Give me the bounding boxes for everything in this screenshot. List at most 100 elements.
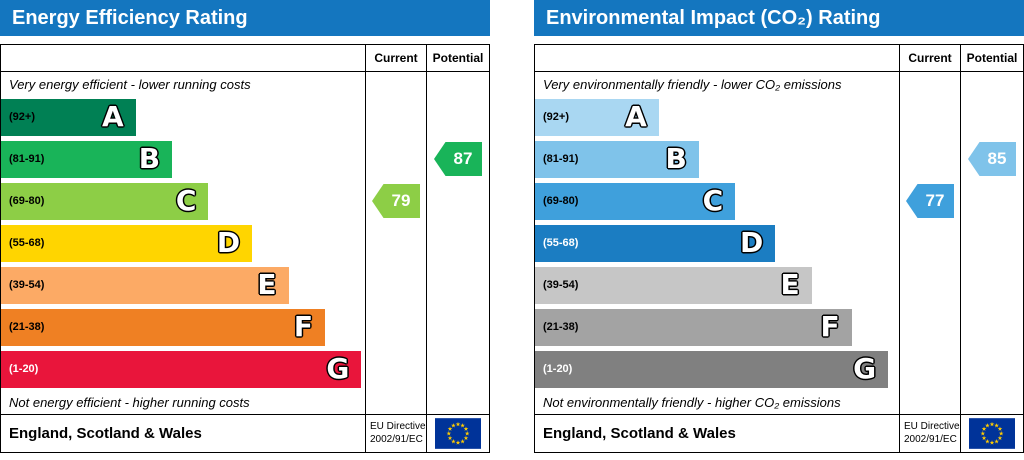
- region-label: England, Scotland & Wales: [9, 425, 202, 442]
- band-letter: B: [138, 142, 161, 175]
- band-range: (1-20): [9, 363, 39, 375]
- band-row: (55-68) D: [1, 222, 365, 264]
- band-bar-e: (39-54) E: [1, 266, 289, 304]
- top-scale-label: Very energy efficient - lower running co…: [9, 76, 251, 92]
- band-bar-b: (81-91) B: [1, 140, 173, 178]
- env-rating-chart: Current Potential Very environmentally f…: [534, 44, 1024, 453]
- band-letter: A: [102, 100, 124, 133]
- band-letter: G: [326, 352, 350, 385]
- energy-efficiency-panel: Energy Efficiency Rating Current Potenti…: [0, 0, 490, 453]
- chart-body: Very environmentally friendly - lower CO…: [535, 72, 1023, 414]
- current-column-header: Current: [365, 45, 426, 71]
- potential-rating-pointer: 85: [968, 142, 1016, 176]
- header-spacer: [1, 45, 365, 71]
- band-range: (55-68): [543, 237, 579, 249]
- potential-rating-value: 87: [453, 149, 473, 168]
- band-row: (21-38) F: [535, 306, 899, 348]
- bottom-scale-label: Not energy efficient - higher running co…: [9, 394, 250, 410]
- band-bar-d: (55-68) D: [535, 224, 776, 262]
- region-label: England, Scotland & Wales: [543, 425, 736, 442]
- eu-directive-label: EU Directive 2002/91/EC: [899, 415, 960, 452]
- eu-flag-image: [969, 418, 1015, 449]
- band-row: (81-91) B: [1, 138, 365, 180]
- eu-directive-line1: EU Directive: [370, 421, 426, 432]
- potential-rating-pointer: 87: [434, 142, 482, 176]
- eu-flag: [426, 415, 489, 452]
- header-spacer: [535, 45, 899, 71]
- potential-column: 85: [960, 72, 1023, 414]
- environmental-impact-panel: Environmental Impact (CO₂) Rating Curren…: [534, 0, 1024, 453]
- band-row: (1-20) G: [1, 348, 365, 390]
- band-range: (81-91): [9, 153, 45, 165]
- potential-column-header: Potential: [960, 45, 1023, 71]
- potential-column: 87: [426, 72, 489, 414]
- band-range: (92+): [543, 111, 569, 123]
- band-bar-d: (55-68) D: [1, 224, 253, 262]
- env-title-bar: Environmental Impact (CO₂) Rating: [534, 0, 1024, 36]
- band-range: (21-38): [543, 321, 579, 333]
- band-row: (92+) A: [1, 96, 365, 138]
- current-rating-value: 79: [391, 191, 411, 210]
- band-range: (55-68): [9, 237, 45, 249]
- band-bar-g: (1-20) G: [1, 350, 362, 388]
- energy-rating-chart: Current Potential Very energy efficient …: [0, 44, 490, 453]
- band-bar-a: (92+) A: [535, 98, 659, 136]
- band-letter: F: [820, 310, 840, 343]
- current-column: 77: [899, 72, 960, 414]
- eu-flag-image: [435, 418, 481, 449]
- band-letter: D: [739, 226, 764, 259]
- band-range: (69-80): [543, 195, 579, 207]
- band-letter: E: [257, 268, 277, 301]
- band-range: (92+): [9, 111, 35, 123]
- band-letter: E: [780, 268, 800, 301]
- band-letter: C: [175, 184, 197, 217]
- band-range: (69-80): [9, 195, 45, 207]
- eu-directive-line2: 2002/91/EC: [904, 433, 957, 445]
- energy-title-bar: Energy Efficiency Rating: [0, 0, 490, 36]
- band-bar-c: (69-80) C: [535, 182, 736, 220]
- chart-footer: England, Scotland & Wales EU Directive 2…: [535, 414, 1023, 452]
- current-rating-pointer: 79: [372, 184, 420, 218]
- band-bar-b: (81-91) B: [535, 140, 699, 178]
- band-letter: D: [216, 226, 241, 259]
- band-range: (21-38): [9, 321, 45, 333]
- bands-area: Very energy efficient - lower running co…: [1, 72, 365, 414]
- chart-footer: England, Scotland & Wales EU Directive 2…: [1, 414, 489, 452]
- env-panel-title: Environmental Impact (CO₂) Rating: [546, 6, 881, 29]
- potential-column-header: Potential: [426, 45, 489, 71]
- current-rating-value: 77: [925, 191, 945, 210]
- band-row: (1-20) G: [535, 348, 899, 390]
- bands-area: Very environmentally friendly - lower CO…: [535, 72, 899, 414]
- band-row: (39-54) E: [535, 264, 899, 306]
- top-scale-label: Very environmentally friendly - lower CO…: [543, 76, 842, 92]
- current-rating-pointer: 77: [906, 184, 954, 218]
- band-bar-f: (21-38) F: [1, 308, 325, 346]
- chart-header: Current Potential: [535, 45, 1023, 72]
- band-bar-c: (69-80) C: [1, 182, 209, 220]
- eu-directive-line2: 2002/91/EC: [370, 433, 423, 445]
- chart-body: Very energy efficient - lower running co…: [1, 72, 489, 414]
- current-column: 79: [365, 72, 426, 414]
- band-row: (69-80) C: [1, 180, 365, 222]
- band-row: (21-38) F: [1, 306, 365, 348]
- band-letter: F: [293, 310, 313, 343]
- eu-directive-line1: EU Directive: [904, 421, 960, 432]
- band-range: (81-91): [543, 153, 579, 165]
- potential-rating-value: 85: [987, 149, 1007, 168]
- eu-directive-label: EU Directive 2002/91/EC: [365, 415, 426, 452]
- band-row: (39-54) E: [1, 264, 365, 306]
- chart-header: Current Potential: [1, 45, 489, 72]
- current-column-header: Current: [899, 45, 960, 71]
- band-range: (39-54): [543, 279, 579, 291]
- band-letter: A: [625, 100, 647, 133]
- eu-flag: [960, 415, 1023, 452]
- band-row: (69-80) C: [535, 180, 899, 222]
- energy-panel-title: Energy Efficiency Rating: [12, 6, 248, 29]
- band-letter: G: [853, 352, 877, 385]
- band-range: (1-20): [543, 363, 573, 375]
- bottom-scale-label: Not environmentally friendly - higher CO…: [543, 394, 841, 410]
- band-letter: B: [665, 142, 687, 175]
- band-range: (39-54): [9, 279, 45, 291]
- band-bar-a: (92+) A: [1, 98, 136, 136]
